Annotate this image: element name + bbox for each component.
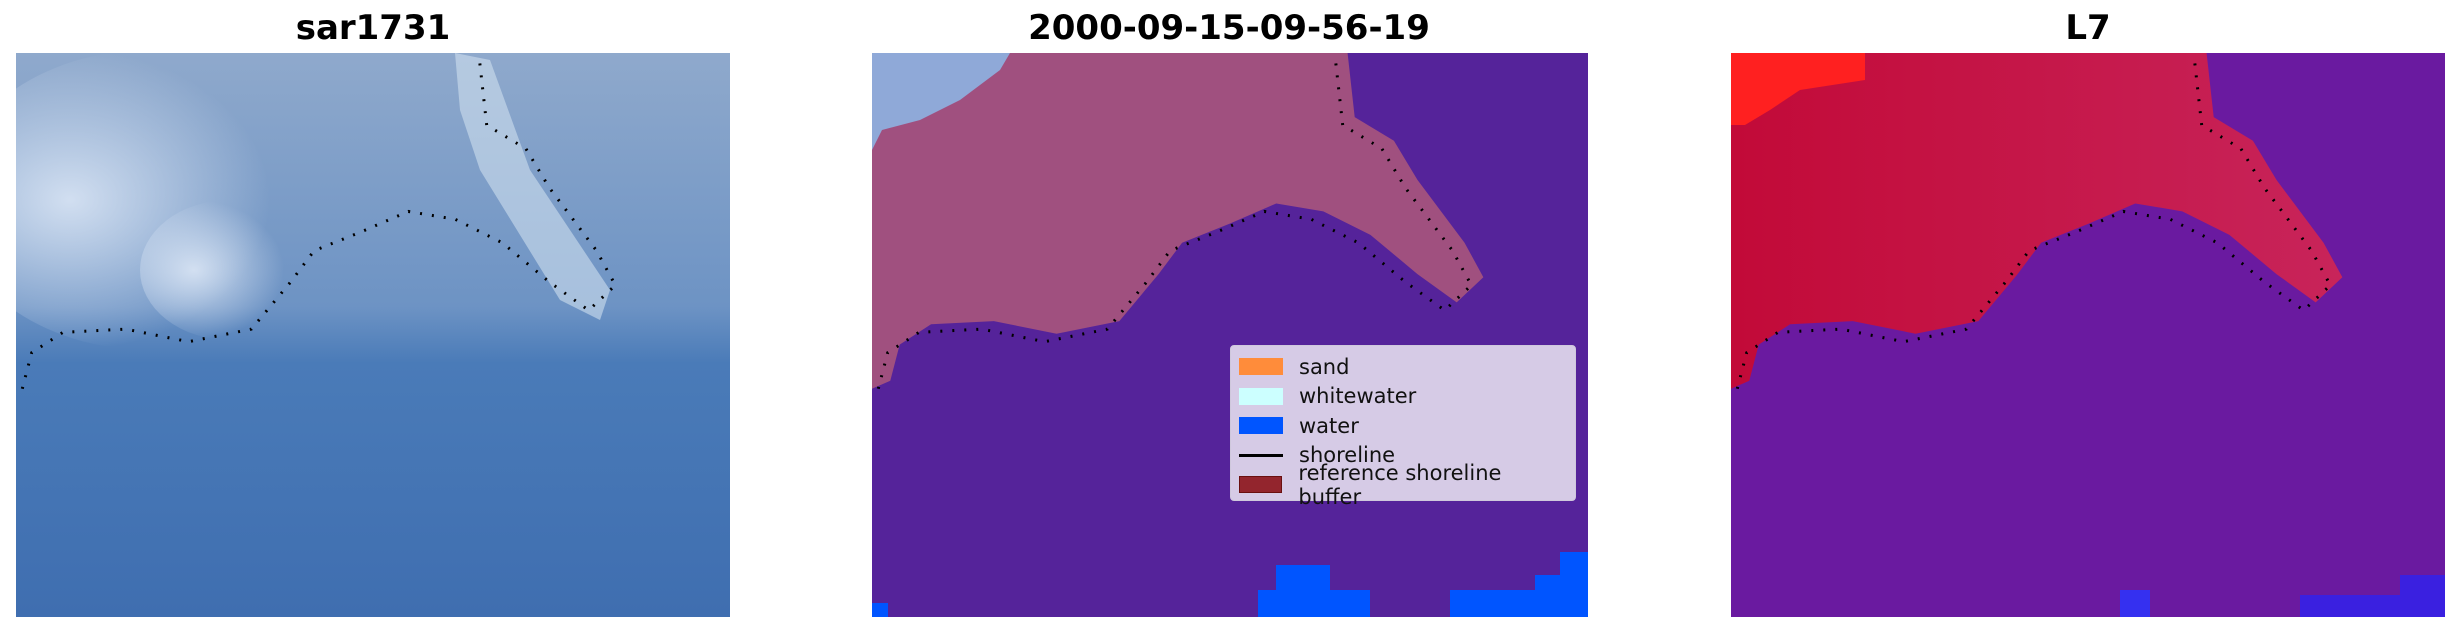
water-swatch (1239, 417, 1283, 435)
legend-label: reference shoreline buffer (1298, 460, 1502, 509)
legend-item-water: water (1239, 411, 1567, 441)
legend: sand whitewater water shoreline referenc… (1230, 345, 1576, 509)
legend-label: water (1299, 413, 1359, 438)
panel-index-image (1731, 53, 2445, 617)
legend-item-shoreline: shoreline (1239, 441, 1567, 471)
whitewater-swatch (1239, 387, 1283, 405)
legend-label: sand (1299, 354, 1350, 379)
legend-item-whitewater: whitewater (1239, 382, 1567, 412)
panel-title-1: sar1731 (295, 8, 451, 48)
shoreline-line-swatch (1239, 453, 1283, 457)
buffer-swatch (1239, 476, 1283, 494)
legend-label: whitewater (1299, 384, 1417, 409)
panel-title-2: 2000-09-15-09-56-19 (1028, 8, 1430, 48)
panel-title-3: L7 (2065, 8, 2111, 48)
panel-classified-image (872, 53, 1588, 617)
legend-label: shoreline (1299, 443, 1396, 468)
sand-swatch (1239, 358, 1283, 376)
legend-item-sand: sand (1239, 352, 1567, 382)
legend-item-reference-buffer: reference shoreline buffer (1239, 461, 1567, 509)
panel-rgb-image (16, 53, 730, 617)
